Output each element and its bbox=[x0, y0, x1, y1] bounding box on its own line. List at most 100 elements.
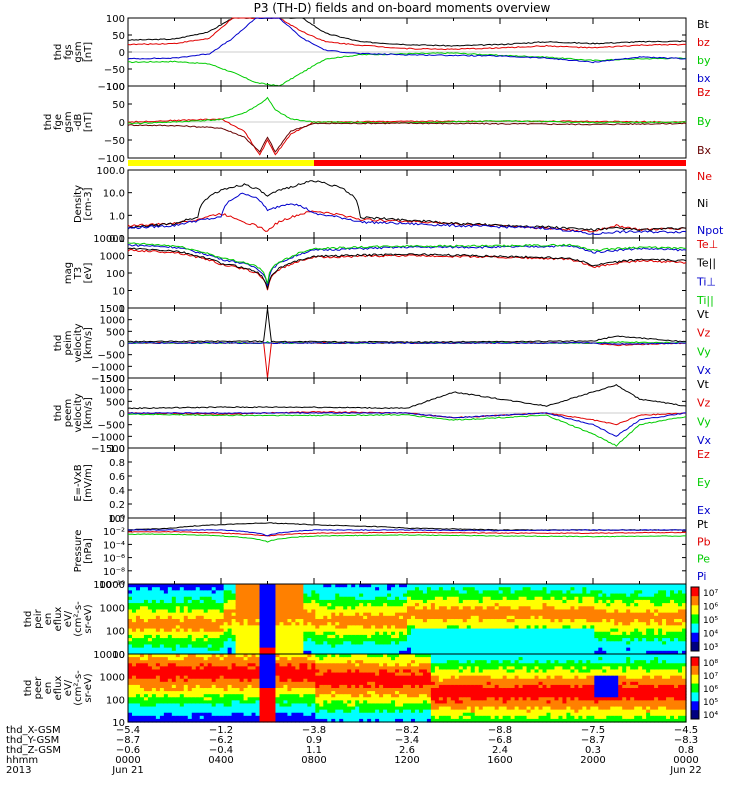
spectrogram-cell bbox=[271, 703, 277, 708]
spectrogram-cell bbox=[215, 609, 221, 614]
spectrogram-cell bbox=[383, 638, 388, 642]
spectrogram-cell bbox=[219, 593, 225, 598]
spectrogram-cell bbox=[247, 706, 253, 711]
spectrogram-cell bbox=[546, 587, 552, 591]
spectrogram-cell bbox=[175, 628, 181, 633]
spectrogram-cell bbox=[658, 590, 663, 595]
spectrogram-cell bbox=[227, 718, 233, 723]
spectrogram-cell bbox=[235, 697, 241, 701]
spectrogram-cell bbox=[215, 631, 221, 636]
spectrogram-cell bbox=[315, 587, 320, 591]
spectrogram-cell bbox=[323, 631, 328, 636]
spectrogram-cell bbox=[662, 622, 667, 626]
spectrogram-cell bbox=[295, 584, 300, 588]
spectrogram-cell bbox=[147, 703, 153, 708]
spectrogram-cell bbox=[662, 634, 667, 639]
spectrogram-cell bbox=[363, 584, 368, 588]
spectrogram-cell bbox=[171, 691, 177, 695]
spectrogram-cell bbox=[642, 593, 647, 598]
spectrogram-cell bbox=[283, 612, 289, 617]
spectrogram-cell bbox=[407, 641, 412, 646]
spectrogram-cell bbox=[275, 675, 281, 680]
spectrogram-cell bbox=[490, 650, 496, 655]
spectrogram-cell bbox=[319, 606, 324, 611]
spectrogram-cell bbox=[379, 631, 384, 636]
spectrogram-cell bbox=[514, 650, 520, 655]
spectrogram-cell bbox=[283, 660, 289, 664]
spectrogram-cell bbox=[526, 587, 532, 591]
spectrogram-cell bbox=[610, 619, 615, 623]
spectrogram-cell bbox=[187, 691, 193, 695]
spectrogram-cell bbox=[347, 631, 352, 636]
spectrogram-cell bbox=[207, 669, 213, 674]
spectrogram-cell bbox=[339, 691, 344, 695]
spectrogram-cell bbox=[347, 681, 352, 686]
spectrogram-cell bbox=[590, 615, 595, 620]
spectrogram-cell bbox=[678, 584, 683, 588]
spectrogram-cell bbox=[450, 603, 456, 607]
spectrogram-cell bbox=[418, 641, 424, 646]
spectrogram-cell bbox=[434, 606, 440, 611]
spectrogram-cell bbox=[147, 622, 153, 626]
spectrogram-cell bbox=[203, 688, 209, 692]
spectrogram-cell bbox=[231, 712, 237, 717]
spectrogram-cell bbox=[143, 609, 149, 614]
spectrogram-cell bbox=[211, 666, 217, 671]
spectrogram-cell bbox=[131, 612, 137, 617]
spectrogram-cell bbox=[414, 606, 420, 611]
spectrogram-cell bbox=[626, 650, 631, 655]
spectrogram-cell bbox=[207, 625, 213, 630]
spectrogram-cell bbox=[307, 694, 312, 698]
spectrogram-cell bbox=[143, 666, 149, 671]
spectrogram-cell bbox=[183, 684, 189, 689]
spectrogram-cell bbox=[367, 619, 372, 623]
spectrogram-cell bbox=[243, 700, 249, 705]
spectrogram-cell bbox=[594, 625, 599, 630]
spectrogram-cell bbox=[654, 625, 659, 630]
spectrogram-cell bbox=[375, 644, 380, 649]
spectrogram-cell bbox=[271, 625, 277, 630]
spectrogram-cell bbox=[247, 709, 253, 714]
spectrogram-cell bbox=[430, 596, 436, 601]
spectrogram-cell bbox=[323, 622, 328, 626]
spectrogram-cell bbox=[642, 625, 647, 630]
spectrogram-cell bbox=[490, 628, 496, 633]
spectrogram-cell bbox=[462, 590, 468, 595]
spectrogram-cell bbox=[223, 684, 229, 689]
spectrogram-cell bbox=[235, 631, 241, 636]
spectrogram-cell bbox=[191, 712, 197, 717]
spectrogram-cell bbox=[383, 596, 388, 601]
spectrogram-cell bbox=[566, 587, 572, 591]
spectrogram-cell bbox=[426, 644, 432, 649]
spectrogram-cell bbox=[682, 625, 687, 630]
spectrogram-cell bbox=[554, 628, 560, 633]
spectrogram-cell bbox=[610, 596, 615, 601]
spectrogram-cell bbox=[674, 647, 679, 652]
spectrogram-cell bbox=[498, 622, 504, 626]
spectrogram-cell bbox=[375, 603, 380, 607]
spectrogram-cell bbox=[510, 584, 516, 588]
spectrogram-cell bbox=[594, 619, 599, 623]
spectrogram-cell bbox=[211, 631, 217, 636]
spectrogram-cell bbox=[534, 615, 540, 620]
spectrogram-cell bbox=[367, 641, 372, 646]
spectrogram-cell bbox=[395, 650, 400, 655]
spectrogram-cell bbox=[219, 587, 225, 591]
spectrogram-cell bbox=[159, 619, 165, 623]
spectrogram-cell bbox=[307, 718, 312, 723]
spectrogram-cell bbox=[518, 634, 524, 639]
spectrogram-cell bbox=[331, 678, 336, 683]
spectrogram-cell bbox=[327, 697, 332, 701]
spectrogram-cell bbox=[207, 675, 213, 680]
spectrogram-cell bbox=[223, 663, 229, 667]
spectrogram-cell bbox=[634, 644, 639, 649]
spectrogram-cell bbox=[171, 700, 177, 705]
spectrogram-cell bbox=[175, 631, 181, 636]
spectrogram-cell bbox=[462, 587, 468, 591]
spectrogram-cell bbox=[662, 644, 667, 649]
spectrogram-cell bbox=[586, 650, 591, 655]
spectrogram-cell bbox=[395, 619, 400, 623]
y-axis-label-line: gsm bbox=[73, 41, 84, 62]
spectrogram-cell bbox=[426, 590, 432, 595]
spectrogram-cell bbox=[462, 612, 468, 617]
